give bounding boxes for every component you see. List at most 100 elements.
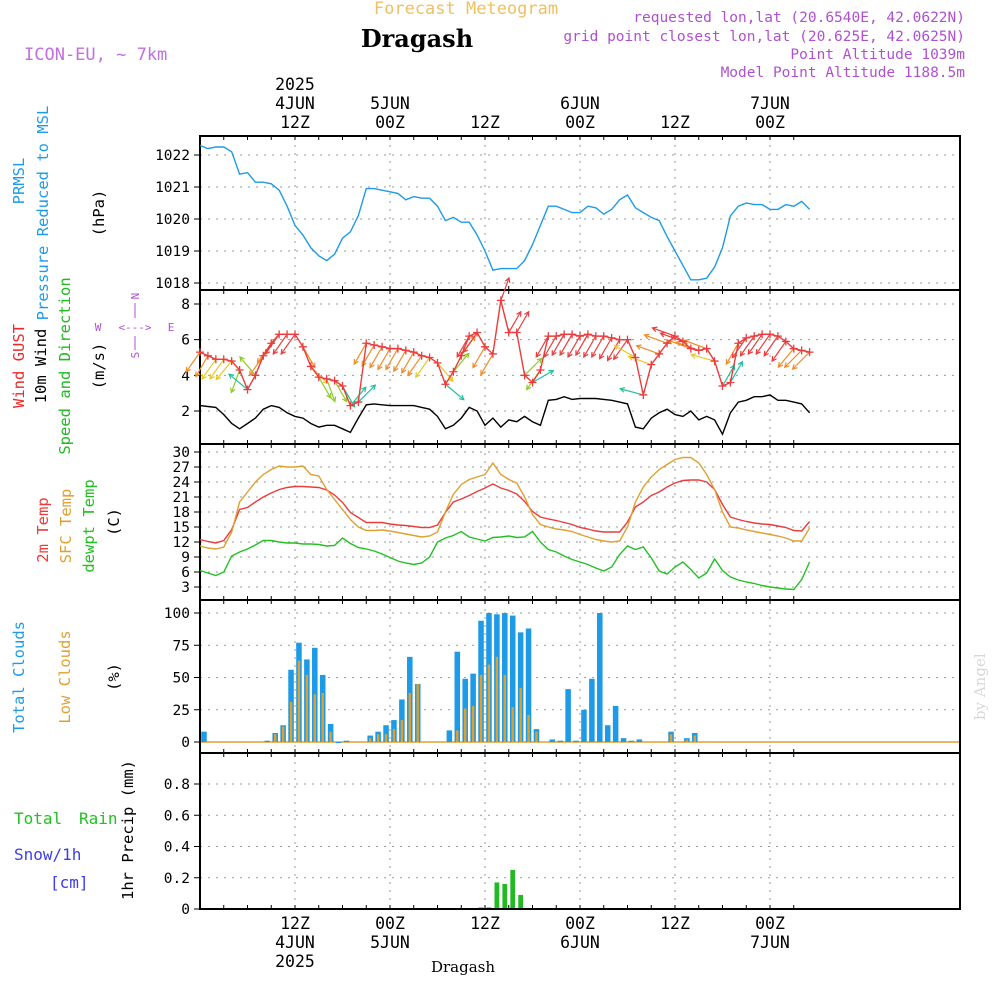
wind-vector-head (248, 370, 255, 377)
temperature-ytick-label: 27 (173, 460, 190, 476)
wind-vector-arrow (462, 332, 478, 353)
wind-gust-marker (441, 380, 450, 389)
wind-gust-marker (718, 382, 727, 391)
wind-gust-marker (378, 342, 387, 351)
total-clouds-bar (557, 740, 563, 742)
wind-gust-marker (702, 344, 711, 353)
wind-vector-arrow (407, 355, 423, 376)
low-clouds-bar (456, 730, 459, 742)
wind-vector-head (737, 360, 744, 367)
wind-vector-arrow (239, 356, 256, 376)
temp-label-dewpt: dewpt Temp (80, 479, 98, 572)
low-clouds-bar (321, 692, 324, 742)
meteogram-title: Forecast Meteogram (374, 0, 558, 19)
pressure-ytick-label: 1018 (155, 276, 190, 292)
wind-vector-arrow (415, 357, 431, 378)
wind-gust-marker (686, 344, 695, 353)
credit-watermark: by Angel (971, 653, 989, 720)
wind-vector-head (525, 384, 532, 391)
wind-vector-head (551, 350, 557, 357)
wind-gust-marker (338, 382, 347, 391)
wind-vector-arrow (326, 378, 336, 402)
time-label-top: 00Z (755, 113, 785, 132)
wind-vector-arrow (763, 335, 779, 357)
wind-vector-arrow (652, 327, 676, 337)
clouds-ytick-label: 25 (173, 703, 190, 719)
precip-bar (494, 882, 500, 909)
location-name: Dragash (361, 24, 473, 53)
wind-vector-arrow (280, 333, 296, 355)
time-label-top: 12Z (280, 113, 310, 132)
time-label-bottom: 12Z (470, 914, 500, 933)
total-clouds-bar (335, 742, 342, 743)
precip-ytick-label: 0.8 (164, 777, 190, 793)
wind-gust-marker (726, 378, 735, 387)
wind-vector-head (472, 362, 478, 369)
time-label-bottom: 00Z (565, 914, 595, 933)
wind-vector-arrow (230, 369, 241, 393)
wind-vector-arrow (591, 335, 605, 358)
total-clouds-bar (454, 651, 461, 742)
wind-gust-marker (322, 374, 331, 383)
low-clouds-bar (281, 726, 285, 742)
temp-label-sfc: SFC Temp (57, 489, 75, 564)
wind-vector-arrow (272, 333, 288, 355)
total-clouds-bar (565, 689, 571, 742)
wind-gust-marker (599, 332, 608, 341)
wind-vector-head (777, 361, 784, 368)
wind-gust-marker (615, 335, 624, 344)
wind-vector-arrow (599, 337, 613, 359)
wind-vector-head (228, 373, 235, 380)
wind-vector-head (463, 352, 470, 359)
wind-vector-arrow (508, 311, 522, 333)
precip-panel: 0 0.2 0.4 0.6 0.8 Total Rain Snow/1h [cm] 1hr Pre… (14, 752, 961, 918)
wind-vector-head (215, 374, 222, 381)
low-clouds-bar (384, 734, 388, 742)
temperature-series-2m-temp (199, 479, 811, 544)
temperature-ytick-label: 3 (181, 580, 190, 596)
time-label-bottom: 00Z (375, 914, 405, 933)
wind-vector-head (643, 333, 650, 340)
wind-vector-head (559, 350, 565, 357)
wind-vector-arrow (472, 346, 486, 368)
time-label-top: 2025 (275, 75, 315, 94)
total-clouds-bar (517, 632, 524, 742)
precip-label-snow-unit: [cm] (50, 873, 89, 892)
wind-vector-arrow (755, 333, 771, 355)
precip-label-axis: 1hr Precip (mm) (119, 760, 137, 900)
wind-vector-arrow (532, 369, 554, 383)
wind-vector-arrow (784, 349, 803, 368)
wind-gust-marker (449, 367, 458, 376)
wind-gust-marker (203, 351, 212, 360)
temp-label-unit: (C) (105, 508, 123, 536)
wind-series-10m-wind-speed (199, 394, 811, 436)
wind-gust-marker (663, 339, 672, 348)
wind-vector-arrow (228, 373, 248, 391)
wind-gust-marker (346, 401, 355, 410)
wind-gust-marker (655, 349, 664, 358)
wind-vector-head (209, 373, 215, 380)
wind-vector-head (613, 344, 620, 351)
wind-vector-head (195, 371, 201, 378)
wind-label-unit: (m/s) (90, 343, 108, 390)
wind-vector-head (791, 364, 798, 370)
wind-gust-marker (298, 342, 307, 351)
model-point-altitude: Model Point Altitude 1188.5m (721, 65, 966, 81)
wind-vector-head (575, 350, 581, 357)
wind-gust-marker (496, 296, 505, 305)
wind-vector-head (535, 351, 541, 358)
wind-vector-head (783, 362, 790, 369)
compass-arrow: <---> (118, 321, 151, 334)
wind-vector-head (448, 376, 454, 383)
wind-vector-head (415, 372, 421, 379)
wind-gust-marker (283, 330, 292, 339)
wind-vector-head (230, 387, 236, 394)
wind-gust-marker (386, 344, 394, 353)
temperature-ytick-label: 21 (173, 490, 190, 506)
time-label-bottom: 6JUN (560, 933, 600, 952)
low-clouds-bar (693, 735, 696, 742)
precip-label-snow: Snow/1h (14, 845, 81, 864)
